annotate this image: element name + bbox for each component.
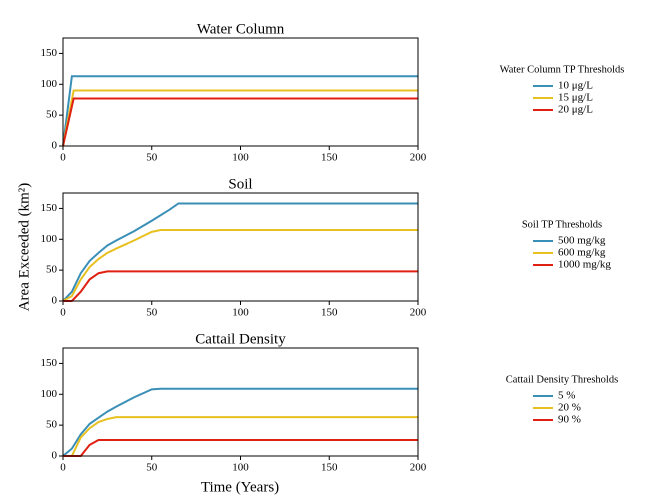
x-tick-label: 50 [146,152,158,164]
x-tick-label: 0 [60,152,66,164]
y-axis-label: Area Exceeded (km²) [16,183,32,312]
series-line [62,229,418,302]
x-tick-label: 0 [60,462,66,474]
x-tick-label: 150 [321,462,338,474]
series-line [62,97,418,147]
legend-label: 15 μg/L [558,92,593,104]
x-tick-label: 100 [232,152,249,164]
x-tick-label: 200 [410,307,427,319]
x-tick-label: 200 [410,152,427,164]
plot-frame [62,192,419,302]
series-line [63,270,418,302]
legend-label: 500 mg/kg [558,235,606,247]
series-line [62,387,418,457]
x-tick-label: 100 [232,462,249,474]
y-tick-label: 100 [41,388,58,400]
y-tick-label: 150 [41,202,58,214]
x-tick-label: 150 [321,152,338,164]
x-tick-label: 150 [321,307,338,319]
x-tick-label: 0 [60,307,66,319]
legend-label: 600 mg/kg [558,247,606,259]
y-tick-label: 100 [41,233,58,245]
subplot-title: Cattail Density [195,331,286,347]
series-line [63,438,418,457]
subplot-title: Soil [228,176,252,192]
legend-label: 20 μg/L [558,104,593,116]
legend-label: 5 % [558,390,575,402]
x-axis-label: Time (Years) [201,479,279,495]
y-tick-label: 0 [52,140,58,152]
y-tick-label: 100 [41,78,58,90]
legend-title: Water Column TP Thresholds [500,64,625,75]
y-tick-label: 50 [46,264,58,276]
subplot-title: Water Column [197,21,285,37]
y-tick-label: 150 [41,47,58,59]
x-tick-label: 50 [146,462,158,474]
legend-label: 90 % [558,414,581,426]
y-tick-label: 0 [52,295,58,307]
legend-label: 20 % [558,402,581,414]
legend-label: 10 μg/L [558,80,593,92]
x-tick-label: 200 [410,462,427,474]
series-line [62,75,418,147]
x-tick-label: 100 [232,307,249,319]
y-tick-label: 50 [46,419,58,431]
series-line [62,202,418,302]
plot-frame [62,37,419,147]
legend-title: Cattail Density Thresholds [506,374,618,385]
x-tick-label: 50 [146,307,158,319]
series-line [63,416,418,457]
y-tick-label: 50 [46,109,58,121]
plot-frame [62,347,419,457]
y-tick-label: 0 [52,450,58,462]
legend-title: Soil TP Thresholds [522,219,602,230]
legend-label: 1000 mg/kg [558,259,611,271]
y-tick-label: 150 [41,357,58,369]
